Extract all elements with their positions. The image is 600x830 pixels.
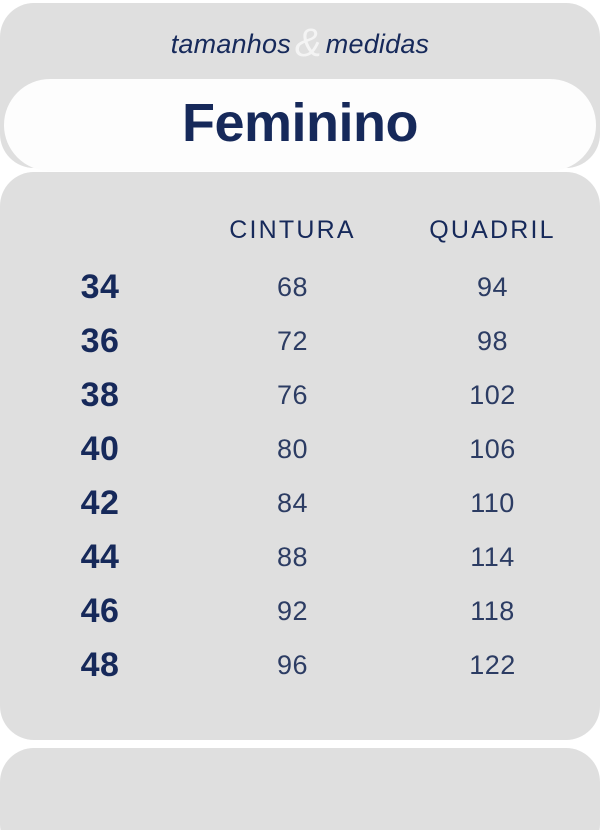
- measurements-table: CINTURA QUADRIL 34 68 94 36 72 98 38 76 …: [0, 172, 600, 692]
- measurements-card: CINTURA QUADRIL 34 68 94 36 72 98 38 76 …: [0, 172, 600, 740]
- cell-cintura: 96: [276, 649, 309, 680]
- cell-size: 46: [80, 591, 120, 630]
- tagline-before: tamanhos: [170, 29, 291, 59]
- ampersand-glyph: &: [294, 21, 322, 65]
- cell-quadril: 106: [469, 433, 516, 464]
- header-card: tamanhos & medidas Feminino: [0, 3, 600, 171]
- column-header-cintura: CINTURA: [229, 215, 356, 244]
- table-row: 34 68 94: [0, 260, 600, 314]
- cell-size: 40: [80, 429, 120, 468]
- page-title: Feminino: [182, 93, 419, 153]
- cell-quadril: 114: [470, 541, 515, 572]
- cell-cintura: 80: [276, 433, 309, 464]
- next-section-card: [0, 748, 600, 830]
- table-row: 44 88 114: [0, 530, 600, 584]
- cell-cintura: 84: [276, 487, 309, 518]
- table-header-row: CINTURA QUADRIL: [0, 200, 600, 260]
- cell-cintura: 92: [276, 595, 309, 626]
- cell-cintura: 68: [276, 271, 309, 302]
- cell-quadril: 110: [470, 487, 515, 518]
- cell-quadril: 118: [470, 595, 515, 626]
- cell-size: 36: [80, 321, 120, 360]
- cell-quadril: 98: [476, 325, 509, 356]
- tagline-after: medidas: [325, 29, 430, 59]
- tagline: tamanhos & medidas: [0, 21, 600, 66]
- cell-cintura: 88: [276, 541, 309, 572]
- table-row: 42 84 110: [0, 476, 600, 530]
- column-header-quadril: QUADRIL: [429, 215, 556, 244]
- table-row: 46 92 118: [0, 584, 600, 638]
- cell-size: 38: [80, 375, 120, 414]
- cell-quadril: 94: [476, 271, 509, 302]
- cell-cintura: 76: [276, 379, 309, 410]
- table-row: 36 72 98: [0, 314, 600, 368]
- cell-quadril: 102: [469, 379, 516, 410]
- cell-size: 42: [80, 483, 120, 522]
- cell-size: 44: [80, 537, 120, 576]
- table-row: 40 80 106: [0, 422, 600, 476]
- table-row: 38 76 102: [0, 368, 600, 422]
- cell-size: 34: [80, 267, 120, 306]
- title-band: Feminino: [4, 79, 596, 171]
- cell-quadril: 122: [469, 649, 516, 680]
- table-row: 48 96 122: [0, 638, 600, 692]
- cell-cintura: 72: [276, 325, 309, 356]
- cell-size: 48: [80, 645, 120, 684]
